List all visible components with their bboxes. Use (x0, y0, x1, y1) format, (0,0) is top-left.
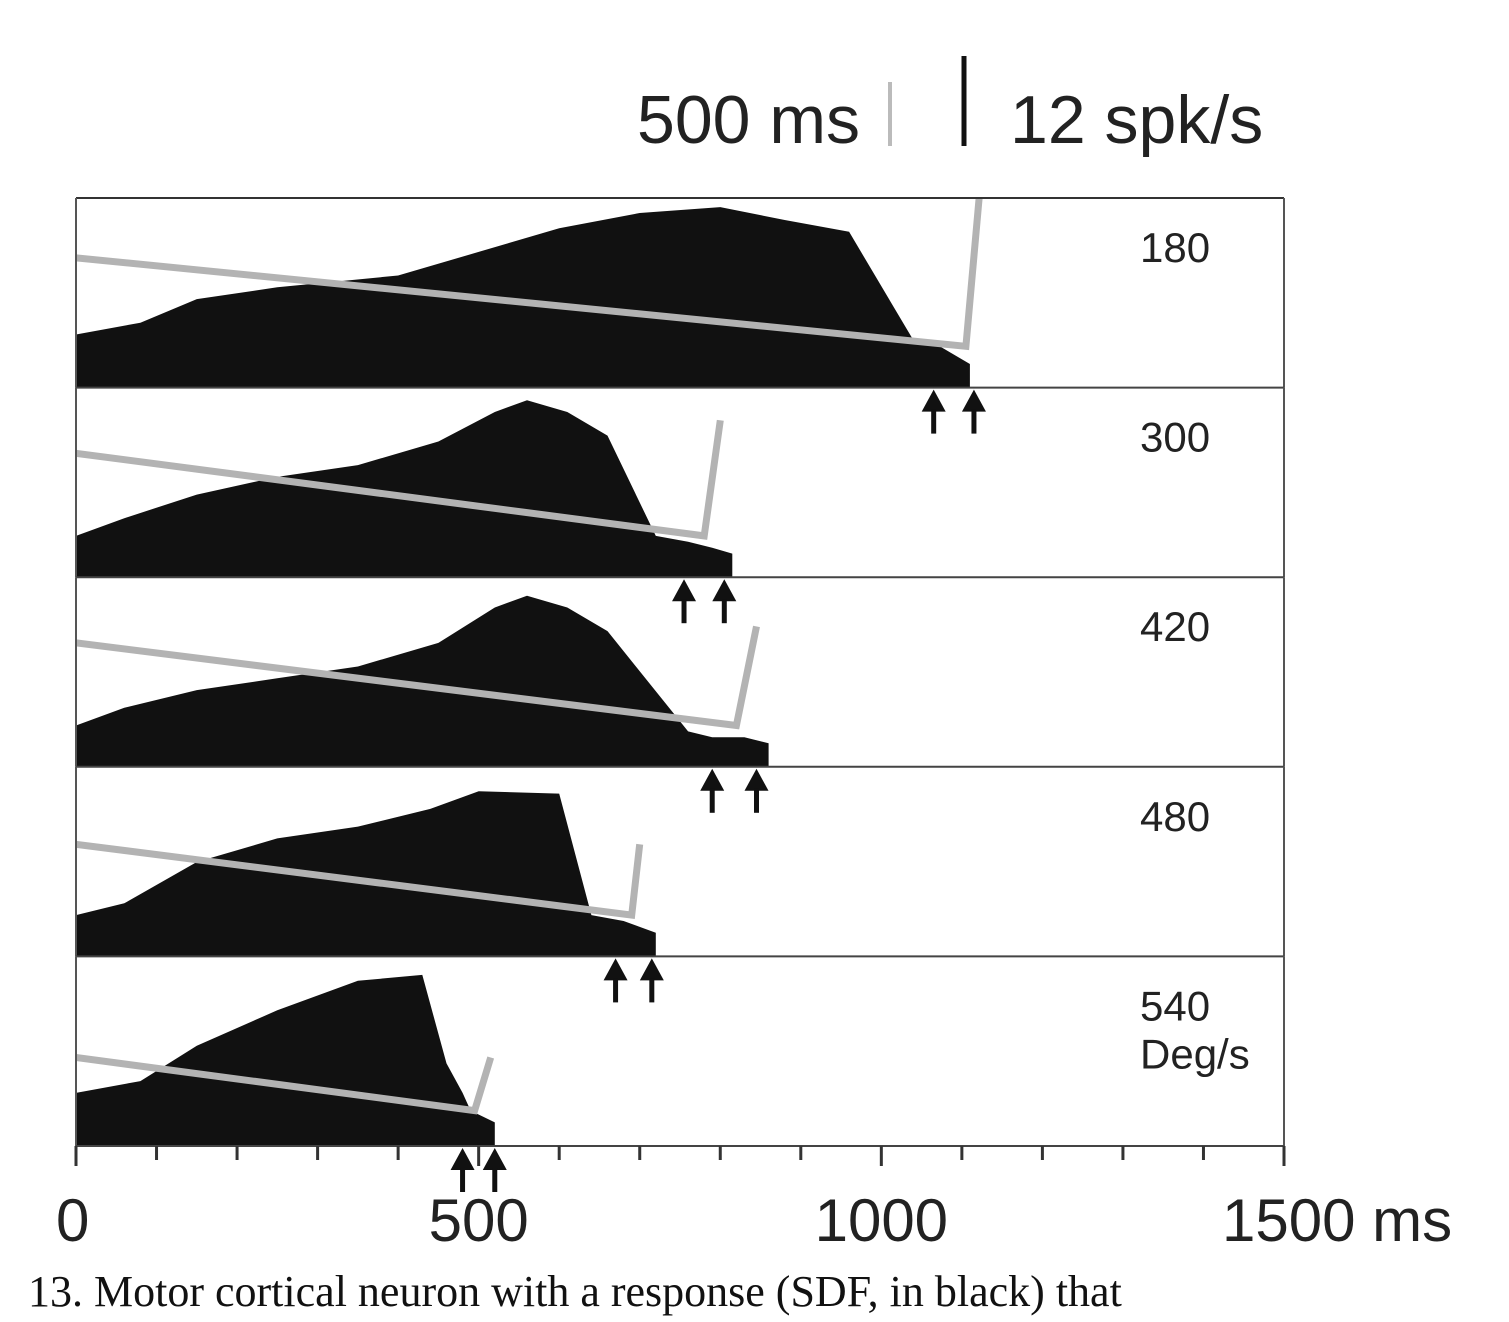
event-arrow (961, 389, 986, 434)
sdf-area-480 (76, 791, 656, 957)
scale-bar: 500 ms 12 spk/s (637, 56, 1263, 158)
x-axis: 0 500 1000 1500 ms (56, 1145, 1452, 1254)
panel-label-420: 420 (1140, 603, 1210, 650)
scale-bar-time-label: 500 ms (637, 82, 860, 158)
event-arrow (700, 768, 725, 813)
sdf-area-420 (76, 595, 769, 767)
event-arrow (603, 958, 628, 1003)
event-arrow (639, 958, 664, 1003)
panel-label-480: 480 (1140, 793, 1210, 840)
model-line-480 (76, 840, 644, 920)
panel-480: 480 (75, 765, 1285, 1003)
model-line-540 (76, 1054, 495, 1115)
sdf-area-300 (76, 400, 733, 578)
event-arrow (482, 1148, 507, 1192)
x-tick-label: 1500 ms (1222, 1187, 1452, 1254)
x-tick-label: 500 (429, 1187, 529, 1254)
event-arrow (450, 1148, 475, 1192)
figure-caption: 13. Motor cortical neuron with a respons… (28, 1267, 1122, 1316)
model-line-420 (76, 625, 760, 730)
model-line-300 (76, 419, 724, 540)
panel-180: 180 (75, 197, 1285, 434)
event-arrow (672, 579, 697, 624)
panel-300: 300 (75, 386, 1285, 624)
event-arrow (921, 389, 946, 434)
x-tick-label: 0 (56, 1187, 89, 1254)
panel-label-300: 300 (1140, 414, 1210, 461)
sdf-area-180 (76, 207, 970, 388)
event-arrow (712, 579, 737, 624)
panel-label-540: 540 (1140, 982, 1210, 1029)
panel-label-180: 180 (1140, 224, 1210, 271)
x-tick-label: 1000 (815, 1187, 948, 1254)
event-arrow (744, 768, 769, 813)
scale-bar-rate-label: 12 spk/s (1010, 82, 1263, 158)
panel-unit-label: Deg/s (1140, 1030, 1250, 1077)
sdf-area-540 (76, 974, 495, 1146)
model-line-180 (76, 198, 983, 351)
panel-420: 420 (75, 576, 1285, 813)
